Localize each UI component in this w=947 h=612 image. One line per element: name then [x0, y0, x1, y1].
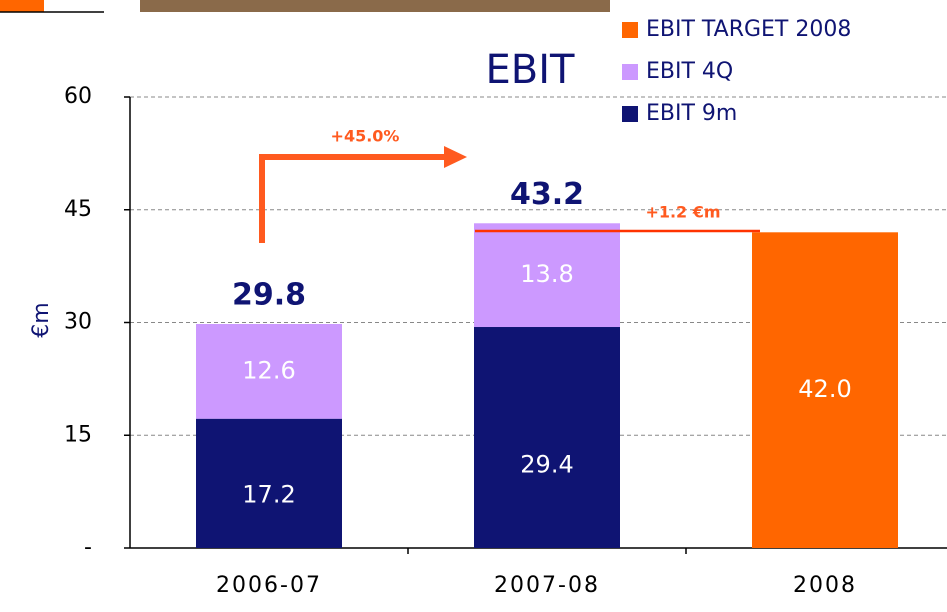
bar-segment: [752, 232, 898, 549]
total-label: 29.8: [232, 278, 306, 313]
y-tick-label: 45: [64, 197, 92, 222]
growth-annotation: +45.0%: [331, 127, 400, 146]
bar-segment: [474, 327, 620, 548]
x-tick-label: 2008: [793, 573, 857, 598]
y-tick-label: 60: [64, 84, 92, 109]
legend-swatch: [622, 22, 638, 38]
value-label: 12.6: [242, 356, 295, 384]
bar-segment: [196, 324, 342, 419]
legend-label: EBIT TARGET 2008: [646, 17, 851, 42]
x-tick-label: 2007-08: [494, 573, 600, 598]
chart-title: EBIT: [486, 47, 576, 93]
legend-label: EBIT 9m: [646, 101, 737, 126]
value-label: 42.0: [798, 375, 851, 403]
x-tick-label: 2006-07: [216, 573, 322, 598]
y-tick-label: 30: [64, 310, 92, 335]
bar-segment: [196, 418, 342, 548]
value-label: 17.2: [242, 480, 295, 508]
y-tick-label: 15: [64, 422, 92, 447]
value-label: 13.8: [520, 260, 573, 288]
legend: EBIT TARGET 2008 EBIT 4Q EBIT 9m: [622, 17, 851, 126]
bar-segment: [474, 223, 620, 328]
y-axis-label: €m: [29, 302, 54, 337]
value-label: 29.4: [520, 451, 573, 479]
arrow-head: [444, 146, 467, 168]
grid: - 15 30 45 60 2006-07 2007-08 2008: [64, 84, 947, 598]
gap-annotation: +1.2 €m: [645, 203, 720, 222]
decor-block: [0, 0, 44, 12]
growth-arrow: [259, 154, 448, 243]
legend-swatch: [622, 64, 638, 80]
total-label: 43.2: [510, 177, 584, 212]
y-tick-label: -: [84, 535, 92, 560]
bars: 17.2 12.6 29.8 29.4 13.8 43.2 42.0: [196, 177, 898, 549]
legend-label: EBIT 4Q: [646, 59, 733, 84]
legend-swatch: [622, 106, 638, 122]
decor-photo: [140, 0, 610, 12]
